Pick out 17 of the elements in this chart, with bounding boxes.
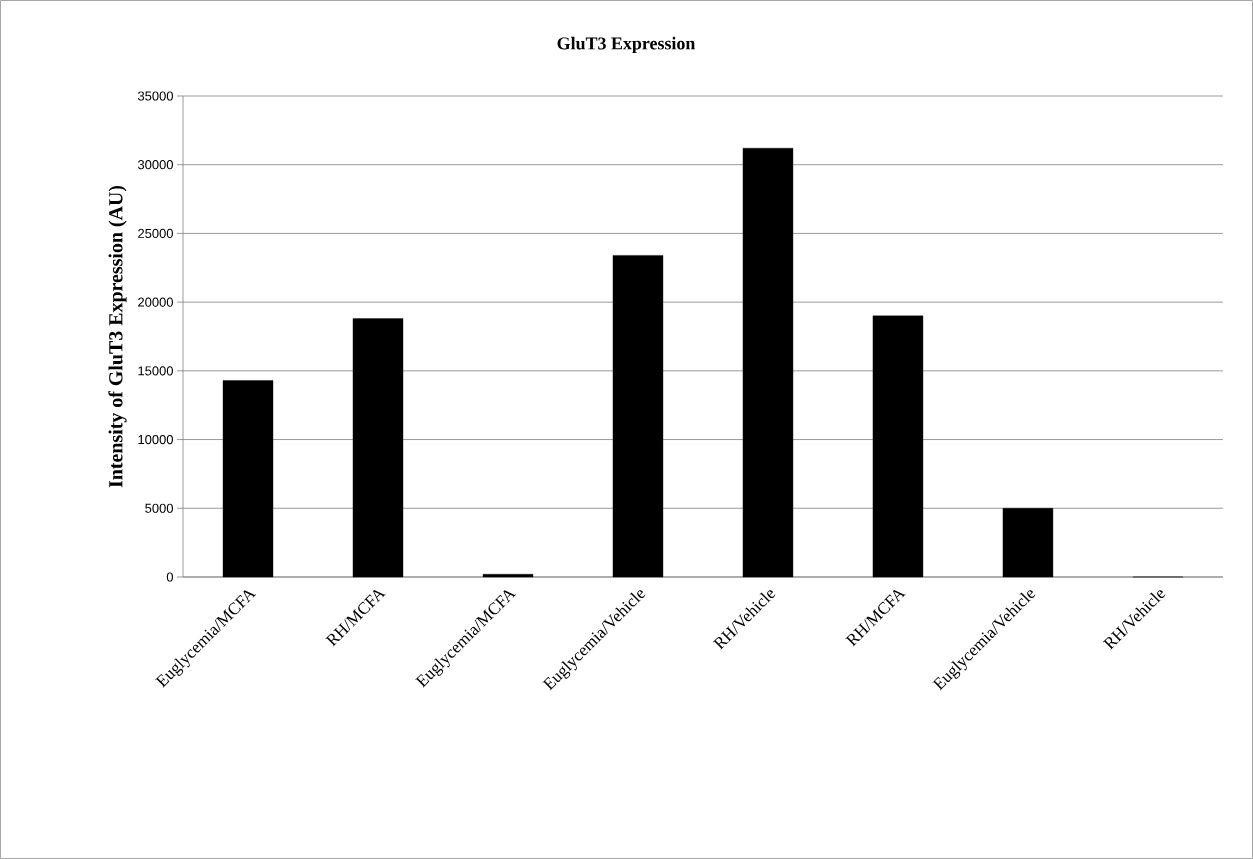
y-tick-label: 20000 (138, 297, 173, 307)
y-tick-label: 5000 (145, 503, 173, 513)
bar (1002, 508, 1054, 578)
y-tick-label: 15000 (138, 366, 173, 376)
y-tick-label: 35000 (137, 91, 173, 101)
bar (482, 574, 534, 578)
bar (612, 255, 664, 578)
bar (222, 380, 274, 578)
chart-title: GluT3 Expression (557, 36, 696, 54)
y-tick-label: 0 (166, 572, 173, 582)
y-axis-title: Intensity of GluT3 Expression (AU) (108, 185, 127, 488)
bar (352, 318, 404, 578)
y-tick-label: 30000 (137, 160, 173, 170)
bar (872, 315, 924, 578)
y-tick-label: 10000 (138, 434, 173, 445)
bar (742, 148, 794, 578)
y-tick-label: 25000 (138, 228, 173, 238)
